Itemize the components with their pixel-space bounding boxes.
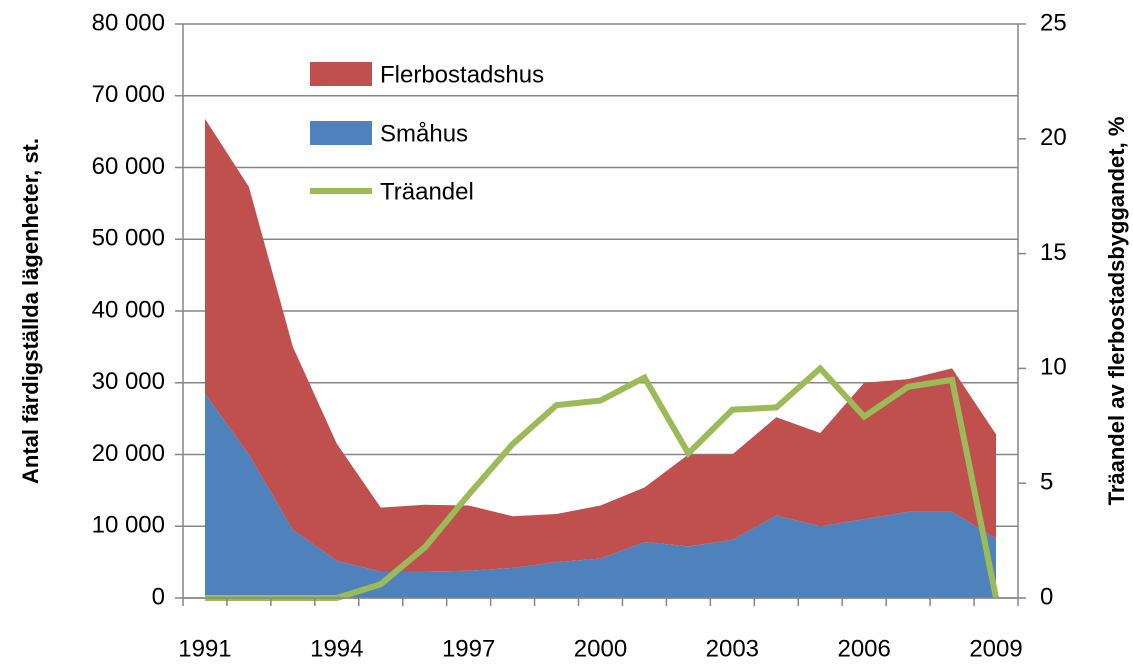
y2-tick-label: 25 (1040, 9, 1067, 36)
legend-label: Småhus (380, 120, 468, 147)
y-tick-label: 50 000 (92, 225, 165, 252)
y-tick-label: 10 000 (92, 512, 165, 539)
y2-tick-label: 5 (1040, 469, 1053, 496)
y-tick-label: 0 (152, 583, 165, 610)
y2-axis-title: Träandel av flerbostadsbyggandet, % (1104, 117, 1129, 506)
legend-swatch (310, 121, 372, 145)
x-tick-label: 1997 (442, 635, 495, 662)
y-tick-label: 60 000 (92, 153, 165, 180)
y-tick-label: 20 000 (92, 440, 165, 467)
y2-tick-label: 20 (1040, 124, 1067, 151)
x-tick-label: 1994 (310, 635, 363, 662)
y-tick-label: 40 000 (92, 296, 165, 323)
y2-tick-label: 10 (1040, 354, 1067, 381)
y-axis-title: Antal färdigställda lägenheter, st. (18, 138, 43, 484)
y2-tick-label: 0 (1040, 583, 1053, 610)
area (204, 118, 997, 572)
y-tick-label: 80 000 (92, 9, 165, 36)
y-tick-label: 30 000 (92, 368, 165, 395)
x-tick-label: 2009 (969, 635, 1022, 662)
x-tick-label: 2003 (706, 635, 759, 662)
legend-label: Flerbostadshus (380, 61, 544, 88)
x-tick-label: 1991 (178, 635, 231, 662)
x-tick-label: 2000 (574, 635, 627, 662)
legend-swatch (310, 62, 372, 86)
legend-label: Träandel (380, 178, 474, 205)
y2-tick-label: 15 (1040, 239, 1067, 266)
x-tick-label: 2006 (837, 635, 890, 662)
y-tick-label: 70 000 (92, 81, 165, 108)
area (204, 393, 997, 598)
